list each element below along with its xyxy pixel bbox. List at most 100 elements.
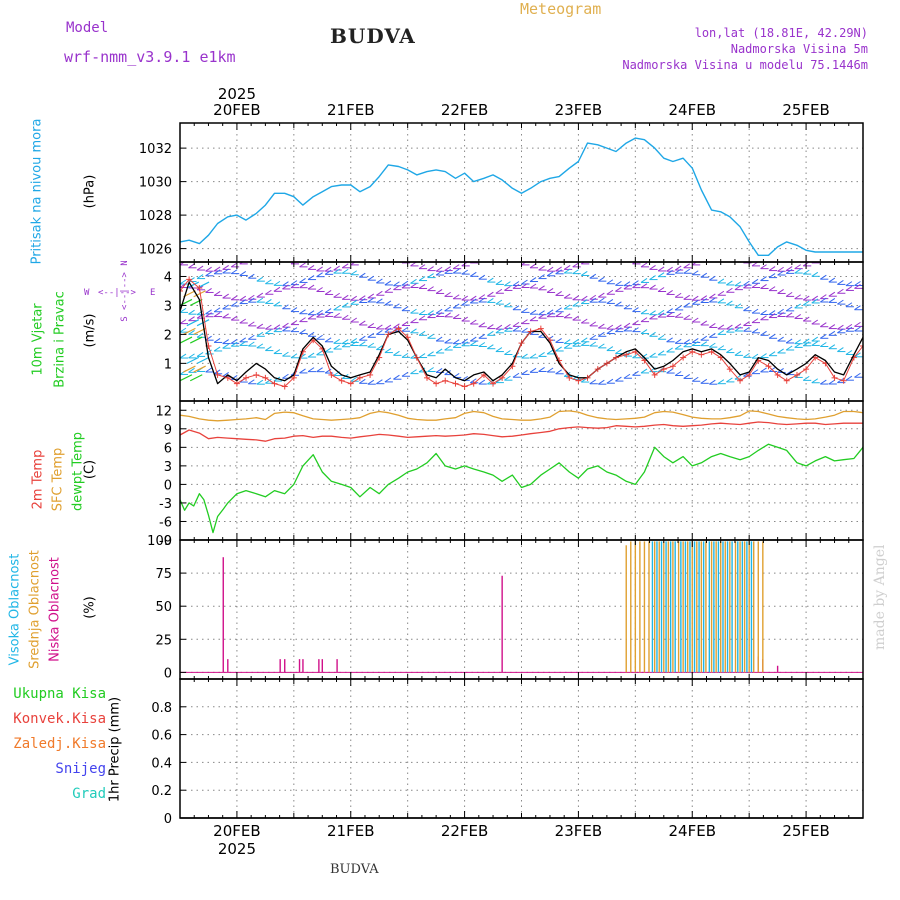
wind-barb: [188, 353, 195, 359]
wind-barb: [794, 268, 801, 274]
wind-barb: [196, 332, 204, 338]
wind-barb: [512, 305, 520, 311]
wind-barb: [700, 295, 708, 301]
wind-barb: [273, 280, 281, 286]
wind-barb: [623, 304, 631, 310]
wind-barb: [820, 322, 827, 328]
wind-barb: [512, 281, 520, 286]
wind-barb: [572, 269, 580, 275]
wind-barb: [487, 344, 494, 350]
wind-barb: [580, 271, 588, 276]
wind-barb: [709, 379, 716, 385]
wind-barb: [521, 319, 528, 325]
wind-barb: [341, 294, 349, 300]
wind-barb: [837, 288, 844, 294]
wind-barb: [607, 255, 613, 259]
wind-barb: [230, 338, 238, 344]
wind-barb: [316, 367, 323, 373]
wind-barb: [546, 309, 554, 315]
wind-barb: [615, 327, 622, 333]
wind-dir-e-label: E: [150, 288, 156, 298]
wind-barb: [683, 314, 690, 320]
wind-barb: [589, 334, 597, 340]
wind-barb: [563, 293, 571, 299]
precip-legend-snow: Snijeg: [55, 761, 106, 777]
wind-barb: [222, 264, 229, 270]
wind-barb: [367, 297, 375, 303]
wind-barb: [230, 375, 238, 380]
day-label-top: 23FEB: [555, 101, 602, 119]
wind-barb: [461, 295, 469, 301]
wind-barb: [691, 338, 699, 343]
wind-barb: [572, 301, 580, 307]
wind-barb: [845, 323, 853, 329]
wind-barb: [487, 277, 494, 283]
wind-barb: [751, 308, 759, 314]
wind-barb: [854, 321, 861, 327]
wind-barb: [180, 374, 193, 382]
wind-barb: [316, 312, 323, 318]
wind-barb: [709, 342, 716, 348]
wind-barb: [768, 313, 776, 318]
wind-barb: [368, 256, 374, 260]
wind-barb: [418, 264, 426, 270]
wind-barb: [256, 276, 264, 282]
wind-barb: [529, 353, 537, 359]
wind-barb: [324, 269, 332, 275]
wind-barb: [751, 283, 759, 288]
wind-barb: [820, 274, 827, 280]
y-tick-label: 2: [164, 328, 172, 343]
wind-barb: [751, 328, 759, 334]
wind-barb: [589, 321, 597, 327]
wind-barb: [469, 295, 477, 301]
wind-barb: [469, 298, 477, 304]
wind-barb: [555, 338, 562, 343]
wind-barb: [401, 283, 409, 289]
wind-barb: [546, 367, 554, 373]
temp-line-sfc-temp: [179, 410, 864, 422]
wind-barb: [802, 269, 810, 275]
wind-barb: [845, 326, 853, 332]
wind-barb: [802, 341, 810, 347]
wind-barb: [666, 266, 673, 272]
wind-barb: [828, 297, 836, 303]
wind-barb: [777, 336, 784, 342]
wind-barb: [734, 285, 742, 291]
wind-barb: [751, 278, 759, 284]
wind-barb: [521, 283, 528, 288]
wind-barb: [640, 309, 648, 315]
wind-barb: [256, 379, 264, 385]
wind-barb: [248, 273, 255, 279]
wind-barb: [580, 262, 586, 265]
wind-barb: [213, 312, 221, 317]
wind-barb: [193, 290, 206, 298]
wind-barb: [307, 352, 315, 358]
wind-barb: [760, 315, 767, 321]
wind-barb: [709, 332, 716, 338]
wind-barb: [845, 286, 853, 291]
wind-barb: [777, 348, 784, 354]
wind-barb: [785, 345, 793, 351]
wind-barb: [359, 335, 366, 341]
wind-barb: [248, 379, 255, 385]
wind-barb: [768, 266, 776, 271]
wind-barb: [230, 341, 238, 347]
wind-barb: [632, 327, 639, 333]
wind-barb: [189, 374, 203, 382]
wind-gust-line: [179, 278, 864, 387]
y-tick-label: 25: [155, 633, 172, 648]
wind-barb: [837, 255, 843, 259]
wind-barb: [657, 272, 665, 278]
wind-barb: [854, 372, 861, 378]
y-tick-label: -3: [159, 497, 172, 512]
wind-barb: [248, 294, 255, 300]
wind-barb: [837, 328, 844, 334]
wind-barb: [563, 304, 571, 310]
wind-barb: [854, 283, 861, 289]
wind-barb: [410, 308, 417, 314]
wind-barb: [666, 312, 673, 317]
wind-barb: [376, 290, 383, 296]
y-tick-label: 1028: [139, 209, 172, 224]
wind-barb: [189, 336, 203, 344]
wind-barb: [248, 341, 255, 347]
